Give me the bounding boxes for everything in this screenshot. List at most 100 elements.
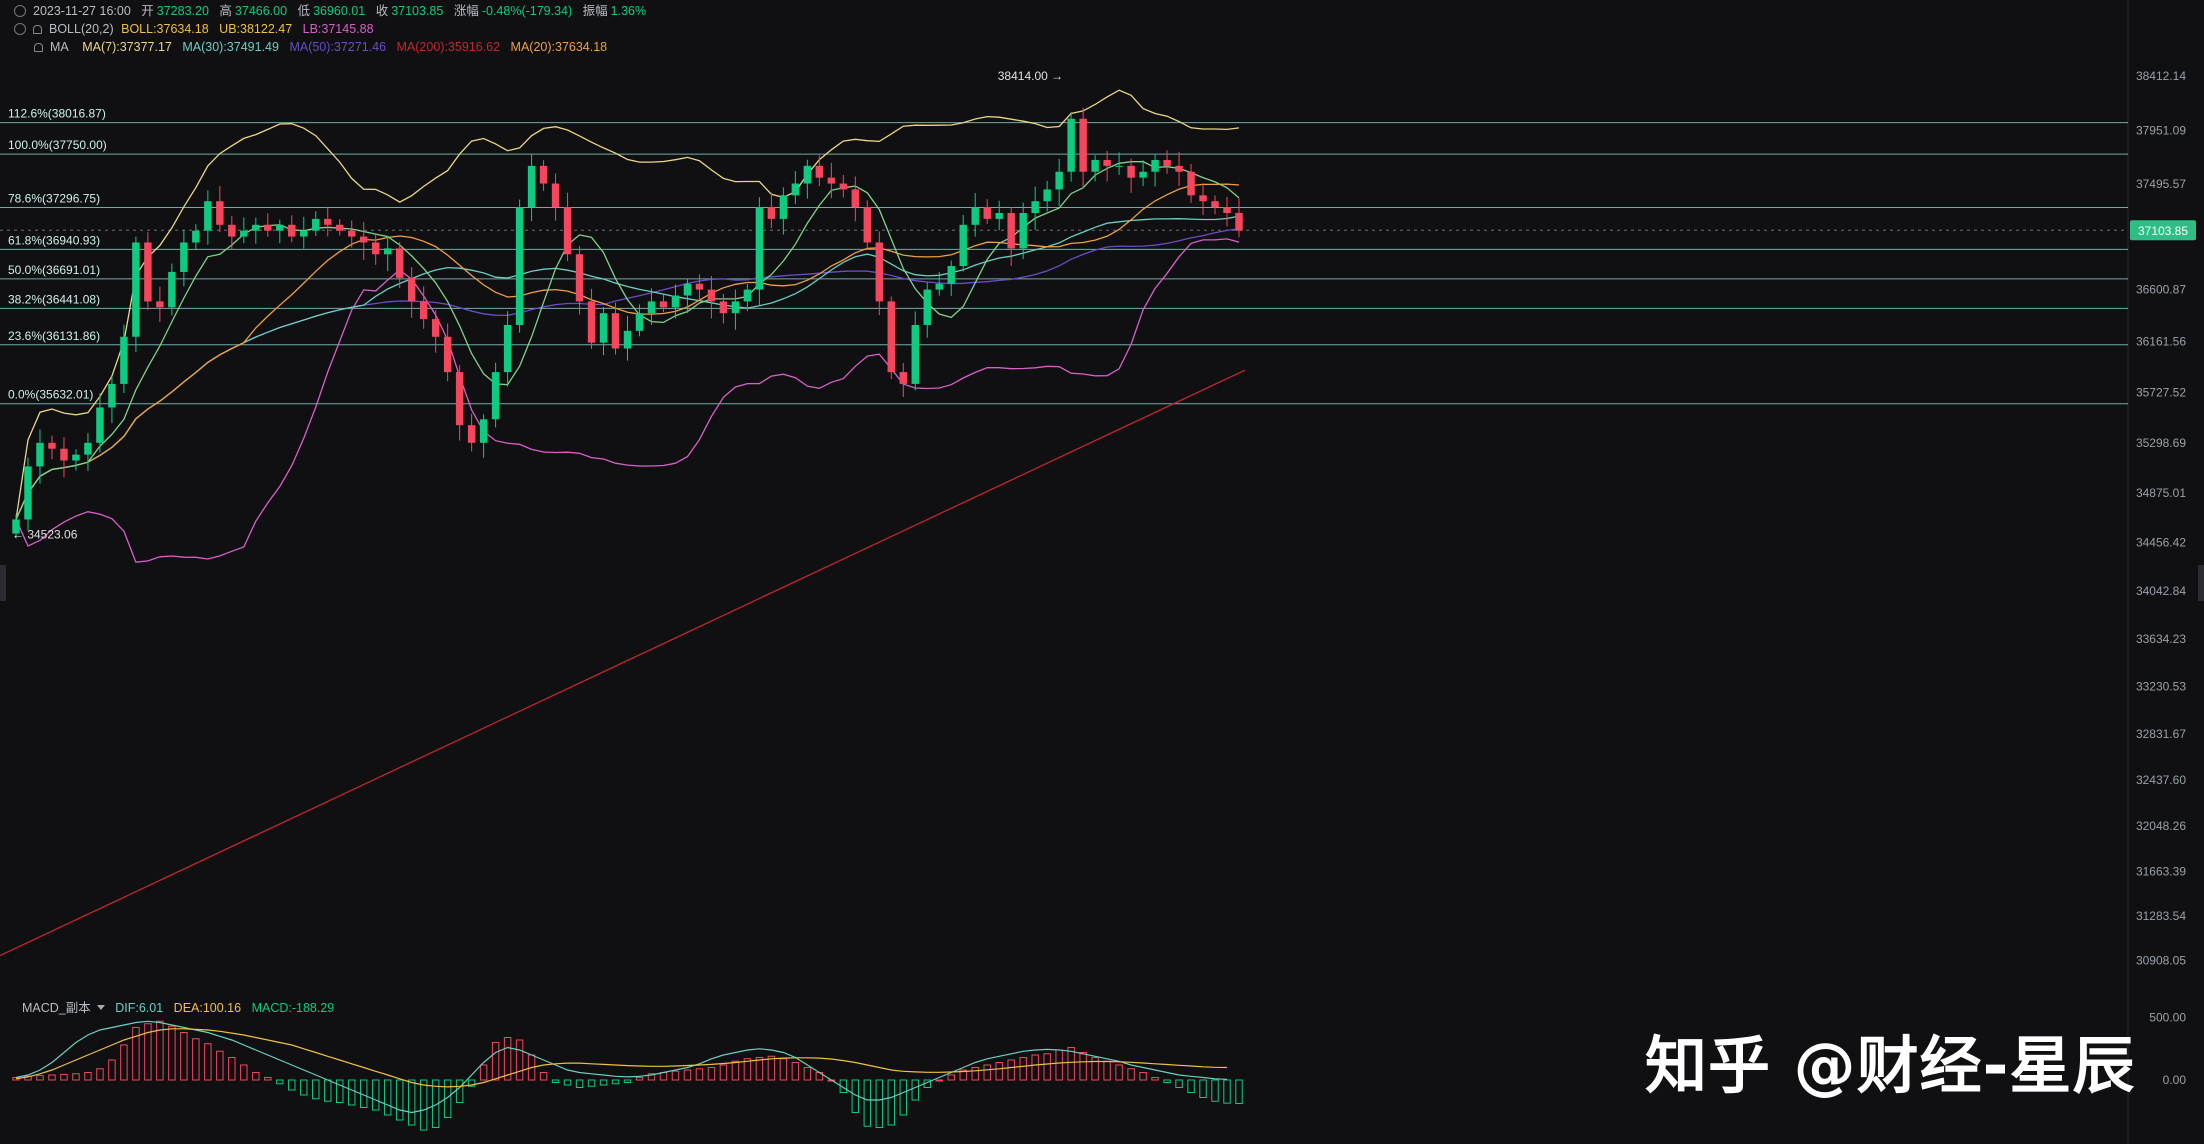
candle-body (1103, 159, 1111, 166)
macd-histogram-bar (431, 1079, 440, 1128)
candle-body (827, 177, 836, 184)
macd-histogram-bar (635, 1077, 644, 1081)
macd-histogram-bar (887, 1079, 896, 1126)
candle-body (995, 213, 1003, 219)
candle-body (515, 207, 524, 325)
y-tick-label: 35727.52 (2136, 385, 2186, 399)
alert-bell-icon[interactable] (34, 43, 43, 52)
macd-histogram-bar (1091, 1057, 1099, 1081)
y-tick-label: 34042.84 (2136, 584, 2186, 598)
macd-histogram-bar (1151, 1077, 1159, 1081)
boll-lb-value: LB:37145.88 (302, 22, 374, 36)
candle-body (863, 207, 872, 243)
ma-label: MA (50, 40, 69, 54)
macd-histogram-bar (300, 1079, 308, 1096)
macd-histogram-bar (539, 1072, 548, 1081)
candle-body (443, 336, 452, 373)
candle-body (743, 289, 752, 302)
macd-histogram-bar (899, 1079, 907, 1116)
candle-body (491, 372, 500, 420)
fib-label: 38.2%(36441.08) (8, 292, 100, 306)
macd-histogram-bar (503, 1037, 512, 1081)
candle-body (851, 189, 860, 208)
macd-histogram-bar (467, 1079, 476, 1087)
candle-body (36, 442, 44, 467)
watermark: 知乎 @财经-星辰 (1645, 1029, 2136, 1102)
candle-body (1055, 171, 1063, 190)
candle-body (192, 230, 200, 243)
macd-histogram-bar (563, 1079, 572, 1086)
macd-histogram-bar (180, 1032, 188, 1081)
macd-histogram-bar (743, 1058, 752, 1081)
macd-histogram-bar (348, 1079, 356, 1106)
collapse-icon[interactable] (14, 23, 26, 35)
candle-body (348, 230, 356, 237)
candle-body (120, 336, 128, 384)
candle-body (336, 224, 344, 231)
y-tick-label: 35298.69 (2136, 436, 2186, 450)
y-tick-label: 38412.14 (2136, 69, 2186, 83)
boll-ub-value: UB:38122.47 (219, 22, 293, 36)
macd-histogram-bar (719, 1064, 728, 1081)
candle-body (108, 383, 116, 408)
macd-histogram-bar (120, 1044, 128, 1081)
macd-label: MACD_副本 (22, 1001, 91, 1015)
candle-body (132, 242, 140, 337)
macd-histogram-bar (575, 1079, 584, 1088)
macd-histogram-bar (587, 1079, 596, 1087)
candle-body (1091, 159, 1099, 172)
candle-body (803, 165, 812, 184)
macd-histogram-bar (60, 1073, 68, 1081)
macd-histogram-bar (168, 1025, 176, 1081)
candle-body (971, 207, 979, 225)
candle-body (371, 242, 380, 255)
macd-histogram-bar (108, 1059, 116, 1081)
candle-body (228, 224, 236, 237)
candle-body (1199, 195, 1207, 202)
candle-body (1031, 201, 1039, 214)
macd-histogram-bar (1115, 1064, 1123, 1081)
candle-body (611, 313, 620, 349)
macd-histogram-bar (1175, 1079, 1183, 1088)
y-tick-label: 32048.26 (2136, 819, 2186, 833)
macd-histogram-bar (228, 1057, 236, 1081)
fib-label: 61.8%(36940.93) (8, 233, 100, 247)
macd-histogram-bar (132, 1027, 140, 1081)
left-pane-handle[interactable] (0, 565, 6, 601)
alert-bell-icon[interactable] (33, 25, 42, 34)
y-tick-label: 30908.05 (2136, 953, 2186, 967)
candle-body (923, 289, 931, 325)
high-annotation: 38414.00 → (998, 69, 1063, 83)
macd-histogram-bar (1211, 1079, 1219, 1102)
open-value: 37283.20 (156, 4, 209, 18)
macd-histogram-bar (1223, 1079, 1231, 1104)
macd-histogram-bar (623, 1079, 632, 1083)
candle-body (503, 324, 512, 373)
collapse-icon[interactable] (14, 5, 26, 17)
macd-histogram-bar (1127, 1068, 1135, 1081)
macd-histogram-bar (371, 1079, 380, 1111)
macd-histogram-bar (647, 1073, 656, 1081)
macd-histogram-bar (252, 1072, 260, 1081)
macd-histogram-bar (84, 1072, 92, 1081)
macd-tick-label: 0.00 (2163, 1073, 2187, 1087)
chevron-down-icon[interactable] (96, 1005, 105, 1010)
current-price-tag (2130, 220, 2196, 241)
candle-body (288, 224, 296, 237)
macd-histogram-bar (791, 1062, 800, 1081)
candle-body (383, 248, 392, 255)
candle-body (1151, 159, 1159, 172)
y-tick-label: 33634.23 (2136, 632, 2186, 646)
macd-histogram-bar (407, 1079, 416, 1126)
macd-histogram-bar (1067, 1047, 1075, 1081)
macd-histogram-bar (1007, 1059, 1015, 1081)
macd-histogram-bar (839, 1079, 848, 1093)
ma-legend: MA MA(7):37377.17 MA(30):37491.49 MA(50)… (34, 39, 614, 56)
macd-histogram-bar (24, 1075, 32, 1081)
y-tick-label: 36161.56 (2136, 334, 2186, 348)
candle-body (216, 201, 224, 225)
candle-body (539, 165, 548, 184)
right-pane-handle[interactable] (2198, 565, 2204, 601)
boll-legend: BOLL(20,2) BOLL:37634.18 UB:38122.47 LB:… (14, 21, 381, 38)
